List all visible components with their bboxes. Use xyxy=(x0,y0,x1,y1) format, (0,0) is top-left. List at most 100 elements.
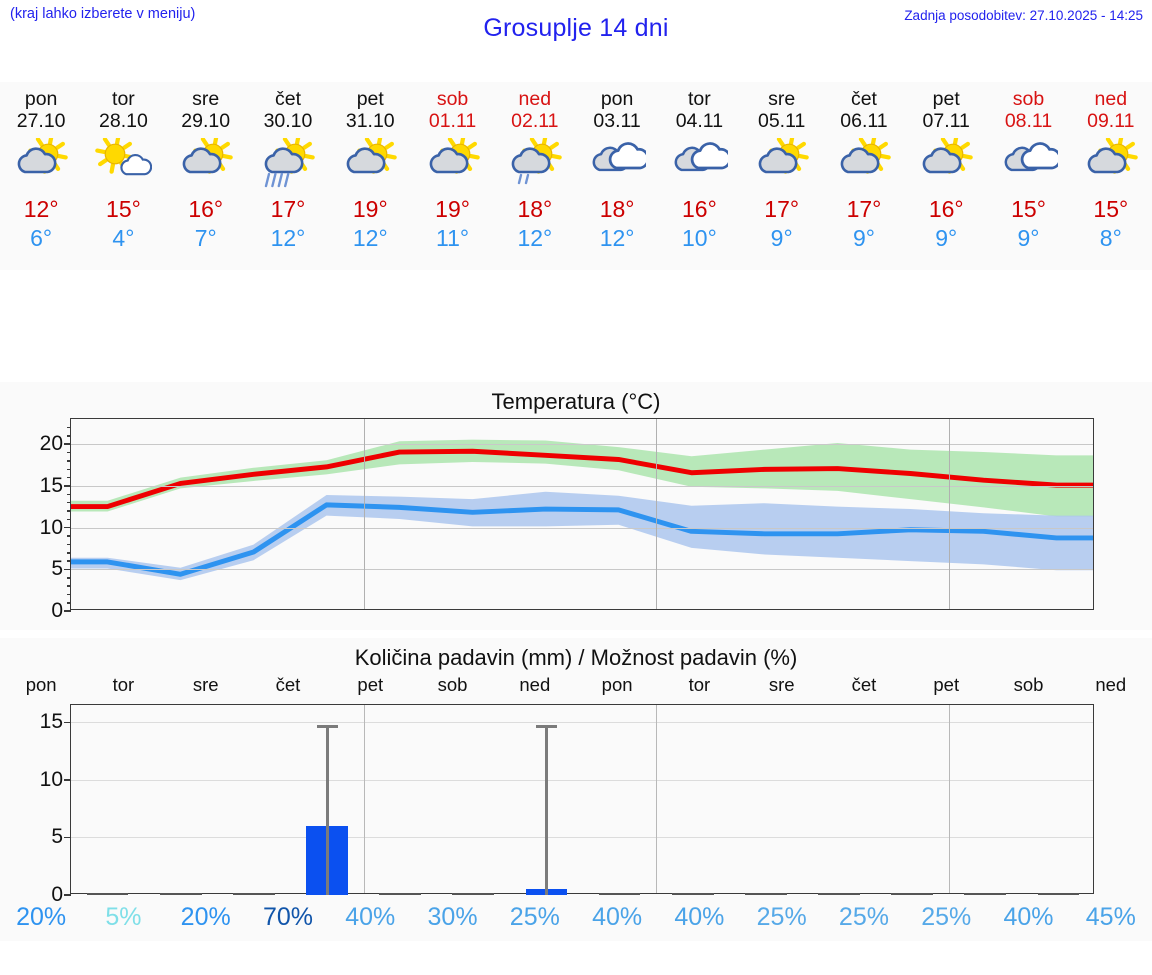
day-date-label: 08.11 xyxy=(1004,110,1053,132)
vertical-grid-line xyxy=(656,705,658,893)
max-temp-label: 15° xyxy=(1011,196,1046,222)
y-axis-tick-label: 5 xyxy=(51,825,63,849)
partly-sunny-icon xyxy=(329,134,411,192)
mostly-sunny-icon xyxy=(82,134,164,192)
day-column[interactable]: čet 30.10 17° 12° xyxy=(247,82,329,270)
precipitation-day-label: pet xyxy=(933,674,960,695)
y-axis-tick xyxy=(64,568,71,570)
daily-forecast-strip: pon 27.10 12° 6° tor 28.10 15° 4° sre 29.10 16° 7° č… xyxy=(0,82,1152,270)
precipitation-probability-label: 30% xyxy=(427,903,478,931)
day-column[interactable]: pon 03.11 18° 12° xyxy=(576,82,658,270)
precipitation-probability-label: 40% xyxy=(674,903,725,931)
y-axis-tick-label: 5 xyxy=(51,557,63,581)
partly-sunny-icon xyxy=(905,134,987,192)
y-axis-minor-tick xyxy=(67,552,71,554)
precipitation-bar-zero xyxy=(379,893,421,895)
day-column[interactable]: sob 08.11 15° 9° xyxy=(987,82,1069,270)
day-of-week-label: sre xyxy=(192,88,220,110)
max-temp-label: 12° xyxy=(23,196,59,222)
day-column[interactable]: sob 01.11 19° 11° xyxy=(411,82,493,270)
day-date-label: 05.11 xyxy=(757,110,806,132)
partly-sunny-icon xyxy=(0,134,82,192)
y-axis-tick-label: 15 xyxy=(39,710,63,734)
precipitation-bar-zero xyxy=(598,893,641,895)
day-of-week-label: tor xyxy=(688,88,711,110)
y-axis-minor-tick xyxy=(67,577,71,579)
min-temp-label: 12° xyxy=(599,225,635,251)
partly-sunny-icon xyxy=(1070,134,1152,192)
page-header: (kraj lahko izberete v meniju) Grosuplje… xyxy=(0,0,1152,62)
max-temp-label: 16° xyxy=(682,196,717,222)
precipitation-day-label: pon xyxy=(25,674,57,695)
precipitation-error-cap xyxy=(316,724,338,728)
weather-icon-svg xyxy=(95,138,153,176)
overcast-icon xyxy=(987,134,1069,192)
overcast-icon xyxy=(658,134,740,192)
page-title: Grosuplje 14 dni xyxy=(483,14,669,42)
max-temp-label: 15° xyxy=(1093,196,1129,222)
y-axis-minor-tick xyxy=(67,602,71,604)
precipitation-probability-label: 5% xyxy=(105,903,142,931)
max-temp-label: 19° xyxy=(352,196,388,222)
precipitation-probability-label: 70% xyxy=(262,903,313,931)
precipitation-probability-label: 25% xyxy=(838,903,889,931)
min-temp-label: 8° xyxy=(1099,225,1122,251)
y-axis-tick xyxy=(64,443,71,445)
grid-line xyxy=(71,779,1093,781)
min-temp-label: 7° xyxy=(194,225,217,251)
day-column[interactable]: ned 09.11 15° 8° xyxy=(1070,82,1152,270)
day-of-week-label: pet xyxy=(932,88,960,110)
y-axis-minor-tick xyxy=(67,501,71,504)
y-axis-minor-tick xyxy=(67,493,71,496)
day-column[interactable]: čet 06.11 17° 9° xyxy=(823,82,905,270)
precipitation-chart-title: Količina padavin (mm) / Možnost padavin … xyxy=(354,645,798,670)
min-temp-label: 12° xyxy=(270,225,306,251)
day-column[interactable]: pon 27.10 12° 6° xyxy=(0,82,82,270)
precipitation-day-label: ned xyxy=(1095,674,1127,695)
day-date-label: 28.10 xyxy=(99,110,148,132)
day-column[interactable]: sre 29.10 16° 7° xyxy=(165,82,247,270)
min-temp-label: 10° xyxy=(682,225,717,251)
precipitation-bar-zero xyxy=(452,893,495,895)
precipitation-day-label: sre xyxy=(768,674,795,695)
precipitation-probability-label: 40% xyxy=(1003,903,1054,931)
min-temp-label: 9° xyxy=(1017,225,1040,251)
y-axis-tick-label: 10 xyxy=(39,515,63,539)
precipitation-probability-label: 20% xyxy=(180,903,231,931)
day-column[interactable]: pet 07.11 16° 9° xyxy=(905,82,987,270)
precipitation-bar-zero xyxy=(159,893,202,895)
y-axis-tick xyxy=(64,894,71,896)
y-axis-minor-tick xyxy=(67,518,71,521)
menu-hint-text[interactable]: (kraj lahko izberete v meniju) xyxy=(10,6,196,22)
y-axis-tick xyxy=(64,836,71,839)
temperature-chart-title: Temperatura (°C) xyxy=(491,389,661,414)
y-axis-minor-tick xyxy=(67,535,71,537)
temperature-plot-area: 0 5 10 15 20 xyxy=(40,418,1094,622)
day-of-week-label: čet xyxy=(850,88,877,110)
weather-icon-svg xyxy=(17,138,68,174)
day-date-label: 29.10 xyxy=(181,110,231,132)
day-column[interactable]: ned 02.11 18° 12° xyxy=(494,82,576,270)
precipitation-bar-zero xyxy=(964,893,1007,895)
y-axis-minor-tick xyxy=(67,460,71,462)
day-date-label: 03.11 xyxy=(593,110,641,132)
day-column[interactable]: tor 04.11 16° 10° xyxy=(658,82,740,270)
day-date-label: 27.10 xyxy=(16,110,66,132)
last-updated-text: Zadnja posodobitev: 27.10.2025 - 14:25 xyxy=(904,8,1143,23)
precipitation-bar-zero xyxy=(818,893,860,895)
weather-icon-svg xyxy=(674,142,729,172)
precipitation-day-label: čet xyxy=(851,674,877,695)
precipitation-probability-label: 40% xyxy=(345,903,396,931)
weather-icon-svg xyxy=(182,138,233,174)
day-column[interactable]: tor 28.10 15° 4° xyxy=(82,82,164,270)
day-date-label: 31.10 xyxy=(345,110,395,132)
day-date-label: 06.11 xyxy=(840,110,888,132)
precipitation-day-label: sob xyxy=(437,674,468,695)
day-column[interactable]: pet 31.10 19° 12° xyxy=(329,82,411,270)
precipitation-day-label: ned xyxy=(519,674,551,695)
y-axis-minor-tick xyxy=(67,560,71,562)
vertical-grid-line xyxy=(363,705,365,893)
max-temp-label: 16° xyxy=(928,196,964,222)
day-column[interactable]: sre 05.11 17° 9° xyxy=(741,82,823,270)
